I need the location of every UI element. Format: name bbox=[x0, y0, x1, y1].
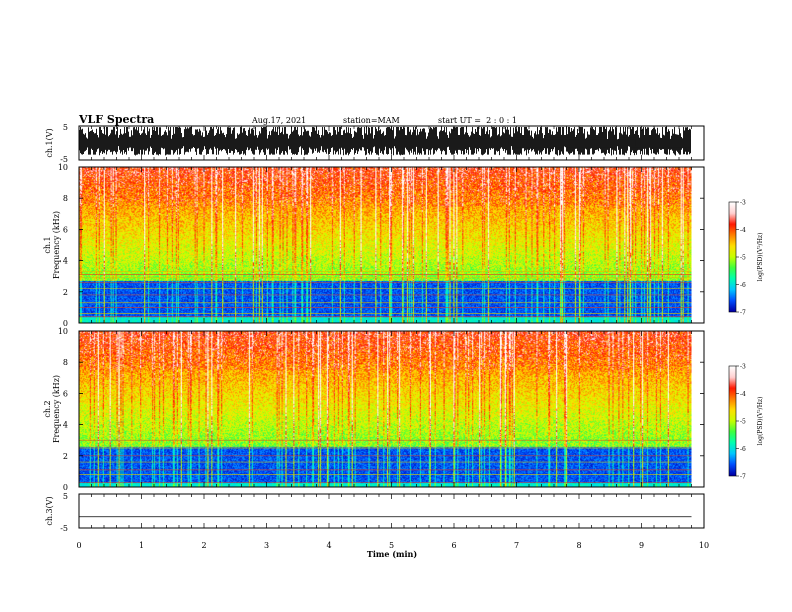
ch1-spectrogram-xticks bbox=[78, 167, 705, 323]
ch3-waveform-frame bbox=[78, 493, 705, 529]
x-tick-label: 5 bbox=[389, 541, 394, 550]
x-tick-label: 9 bbox=[639, 541, 644, 550]
ch1-waveform-trace bbox=[79, 127, 691, 156]
ch2-colorbar-ticks: -3 -4 -5 -6 -7 bbox=[736, 364, 746, 481]
ch2-harmonic-lines bbox=[79, 439, 692, 483]
y-tick-label: 4 bbox=[63, 257, 68, 266]
ch3-waveform-tick-bottom: -5 bbox=[60, 524, 68, 533]
y-tick-label: 10 bbox=[58, 163, 68, 172]
x-tick-label: 1 bbox=[139, 541, 144, 550]
y-tick-label: 2 bbox=[63, 452, 68, 461]
x-axis-label: Time (min) bbox=[367, 549, 417, 559]
colorbar-tick-label: -3 bbox=[740, 200, 746, 207]
ch1-spectrogram-ylabel-frequency: Frequency (kHz) bbox=[52, 211, 61, 279]
colorbar-tick-label: -4 bbox=[740, 227, 746, 234]
ch1-waveform-ylabel: ch.1(V) bbox=[45, 128, 54, 157]
x-axis-tick-labels: 0 1 2 3 4 5 6 7 8 9 10 bbox=[76, 541, 709, 550]
ch3-waveform-panel: 5 -5 ch.3(V) bbox=[45, 492, 705, 533]
figure-title: VLF Spectra bbox=[78, 113, 154, 126]
ch2-spectrogram-image bbox=[79, 331, 692, 487]
x-tick-label: 4 bbox=[326, 541, 331, 550]
colorbar-tick-label: -7 bbox=[740, 310, 746, 317]
ch1-harmonic-lines bbox=[79, 271, 692, 318]
x-tick-label: 6 bbox=[451, 541, 456, 550]
ch1-spectrogram-image bbox=[79, 167, 692, 323]
colorbar-tick-label: -3 bbox=[740, 364, 746, 371]
station-label: station=MAM bbox=[343, 116, 400, 125]
y-tick-label: 8 bbox=[63, 358, 68, 367]
ch1-colorbar-ticks: -3 -4 -5 -6 -7 bbox=[736, 200, 746, 317]
ch2-spectrogram-yticks: 0 2 4 6 8 10 bbox=[58, 327, 704, 492]
x-tick-label: 8 bbox=[576, 541, 581, 550]
colorbar-tick-label: -6 bbox=[740, 446, 746, 453]
ch1-waveform-tick-top: 5 bbox=[63, 123, 68, 132]
y-tick-label: 6 bbox=[63, 389, 68, 398]
ch1-waveform-path bbox=[79, 127, 691, 156]
x-tick-label: 7 bbox=[514, 541, 519, 550]
date-label: Aug.17, 2021 bbox=[251, 116, 306, 125]
ch2-colorbar-label: log(PSD)(V²/Hz) bbox=[757, 397, 764, 446]
y-tick-label: 4 bbox=[63, 421, 68, 430]
ch1-colorbar bbox=[729, 202, 736, 312]
y-tick-label: 10 bbox=[58, 327, 68, 336]
y-tick-label: 0 bbox=[63, 483, 68, 492]
x-tick-label: 2 bbox=[201, 541, 206, 550]
ch2-spectrogram-ylabel-frequency: Frequency (kHz) bbox=[52, 375, 61, 443]
colorbar-tick-label: -4 bbox=[740, 391, 746, 398]
x-tick-label: 0 bbox=[76, 541, 81, 550]
ch1-waveform-tick-bottom: -5 bbox=[60, 155, 68, 164]
ch1-spectrogram-ylabel-channel: ch.1 bbox=[43, 236, 52, 253]
ch1-colorbar-label: log(PSD)(V²/Hz) bbox=[757, 233, 764, 282]
start-ut-label: start UT = 2 : 0 : 1 bbox=[438, 116, 517, 125]
ch1-waveform-ticks bbox=[78, 126, 705, 160]
ch2-spectrogram-xticks bbox=[78, 331, 705, 487]
y-tick-label: 6 bbox=[63, 225, 68, 234]
ch3-waveform-tick-top: 5 bbox=[63, 492, 68, 501]
y-tick-label: 2 bbox=[63, 288, 68, 297]
ch3-waveform-ticks bbox=[78, 494, 705, 528]
ch3-waveform-ylabel: ch.3(V) bbox=[45, 496, 54, 525]
colorbar-tick-label: -6 bbox=[740, 282, 746, 289]
y-tick-label: 8 bbox=[63, 194, 68, 203]
colorbar-tick-label: -5 bbox=[740, 419, 746, 426]
ch1-spectrogram-yticks: 0 2 4 6 8 10 bbox=[58, 163, 704, 328]
ch2-colorbar bbox=[729, 366, 736, 476]
y-tick-label: 0 bbox=[63, 319, 68, 328]
x-tick-label: 10 bbox=[699, 541, 709, 550]
colorbar-tick-label: -5 bbox=[740, 255, 746, 262]
x-tick-label: 3 bbox=[264, 541, 269, 550]
ch1-waveform-panel: 5 -5 ch.1(V) bbox=[45, 123, 705, 164]
colorbar-tick-label: -7 bbox=[740, 474, 746, 481]
ch2-spectrogram-ylabel-channel: ch.2 bbox=[43, 400, 52, 417]
